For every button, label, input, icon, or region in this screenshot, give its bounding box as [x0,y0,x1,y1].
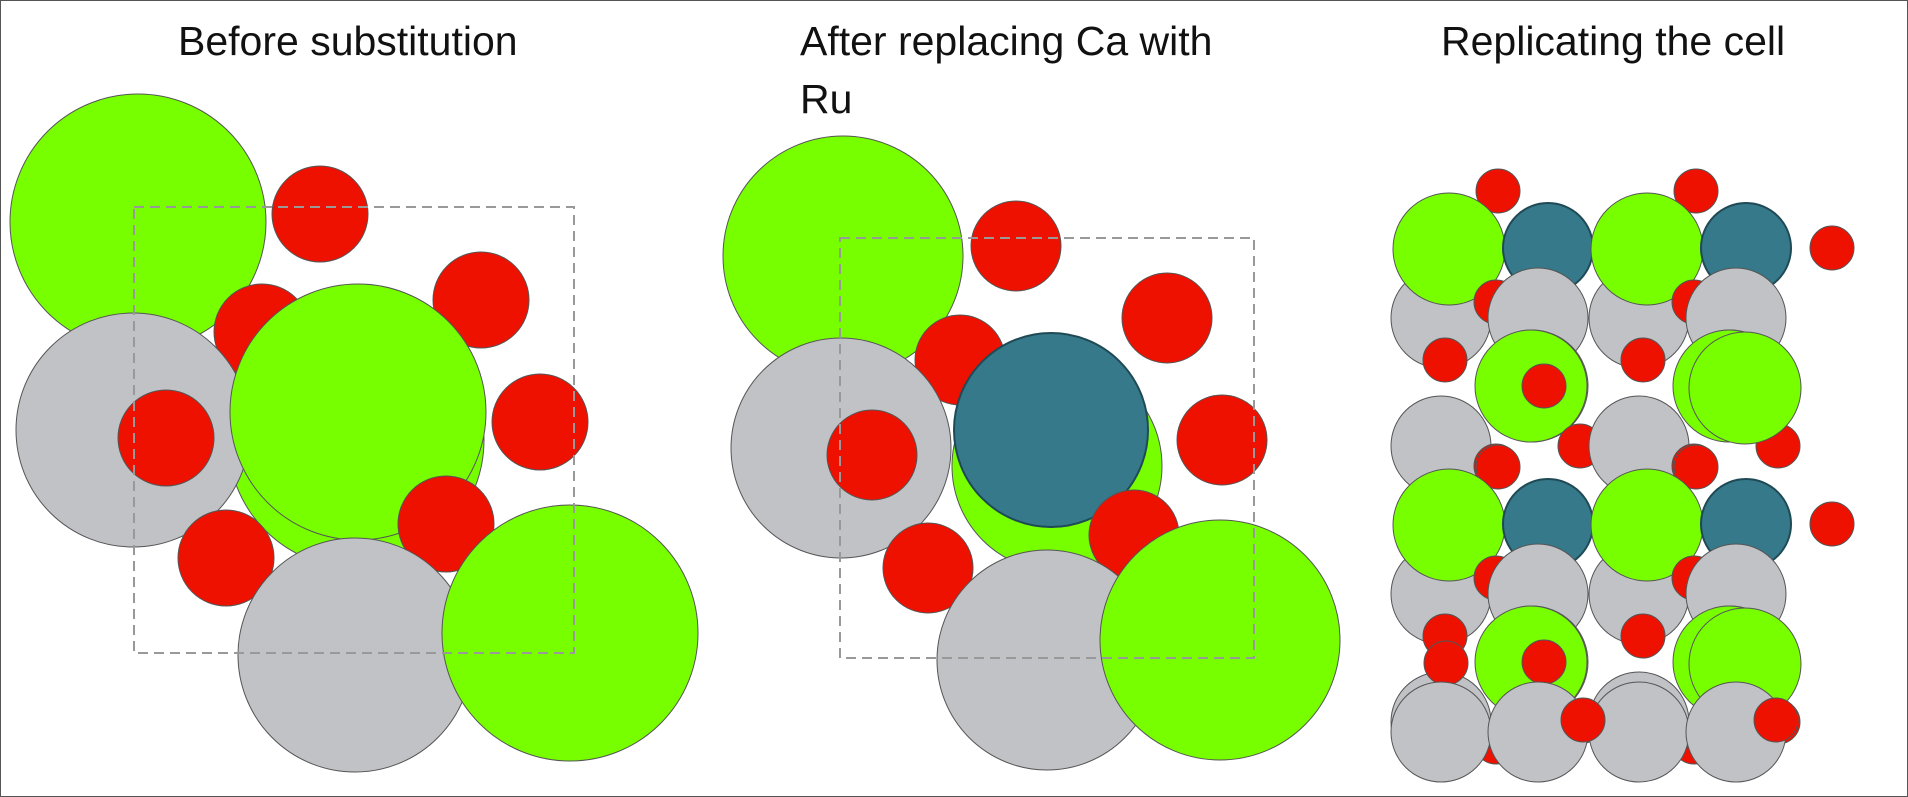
red-atom [491,373,589,471]
gray-atom [1588,681,1690,783]
panel-replicating-cell [1390,168,1855,783]
red-atom [1423,640,1469,686]
red-atom [432,251,530,349]
red-atom [1560,697,1606,743]
red-atom [1176,394,1268,486]
gray-atom [237,537,473,773]
red-atom [1809,501,1855,547]
red-atom [970,200,1062,292]
red-atom [1521,363,1567,409]
green-atom [1688,331,1802,445]
red-atom [397,475,495,573]
green-atom [1099,519,1341,761]
red-atom [1809,225,1855,271]
red-atom [1620,613,1666,659]
panel-before-substitution [9,93,699,773]
red-atom [1475,444,1521,490]
title-after-replacing: After replacing Ca with Ru [800,18,1213,122]
red-atom [1673,444,1719,490]
red-atom [271,165,369,263]
red-atom [1620,337,1666,383]
red-atom [1422,337,1468,383]
red-atom [117,389,215,487]
red-atom [1121,272,1213,364]
red-atom [1521,639,1567,685]
ru-atom [953,332,1149,528]
panel-after-replacing [722,135,1341,771]
red-atom [1753,697,1799,743]
red-atom [826,409,918,501]
unit-cell-outline [839,237,1255,659]
green-atom [441,504,699,762]
title-replicating-cell: Replicating the cell [1441,18,1786,64]
gray-atom [1390,681,1492,783]
red-atom [177,509,275,607]
unit-cell-outline [133,206,575,654]
title-before-substitution: Before substitution [178,18,518,64]
red-atom [882,522,974,614]
red-atom [1475,168,1521,214]
red-atom [1673,168,1719,214]
